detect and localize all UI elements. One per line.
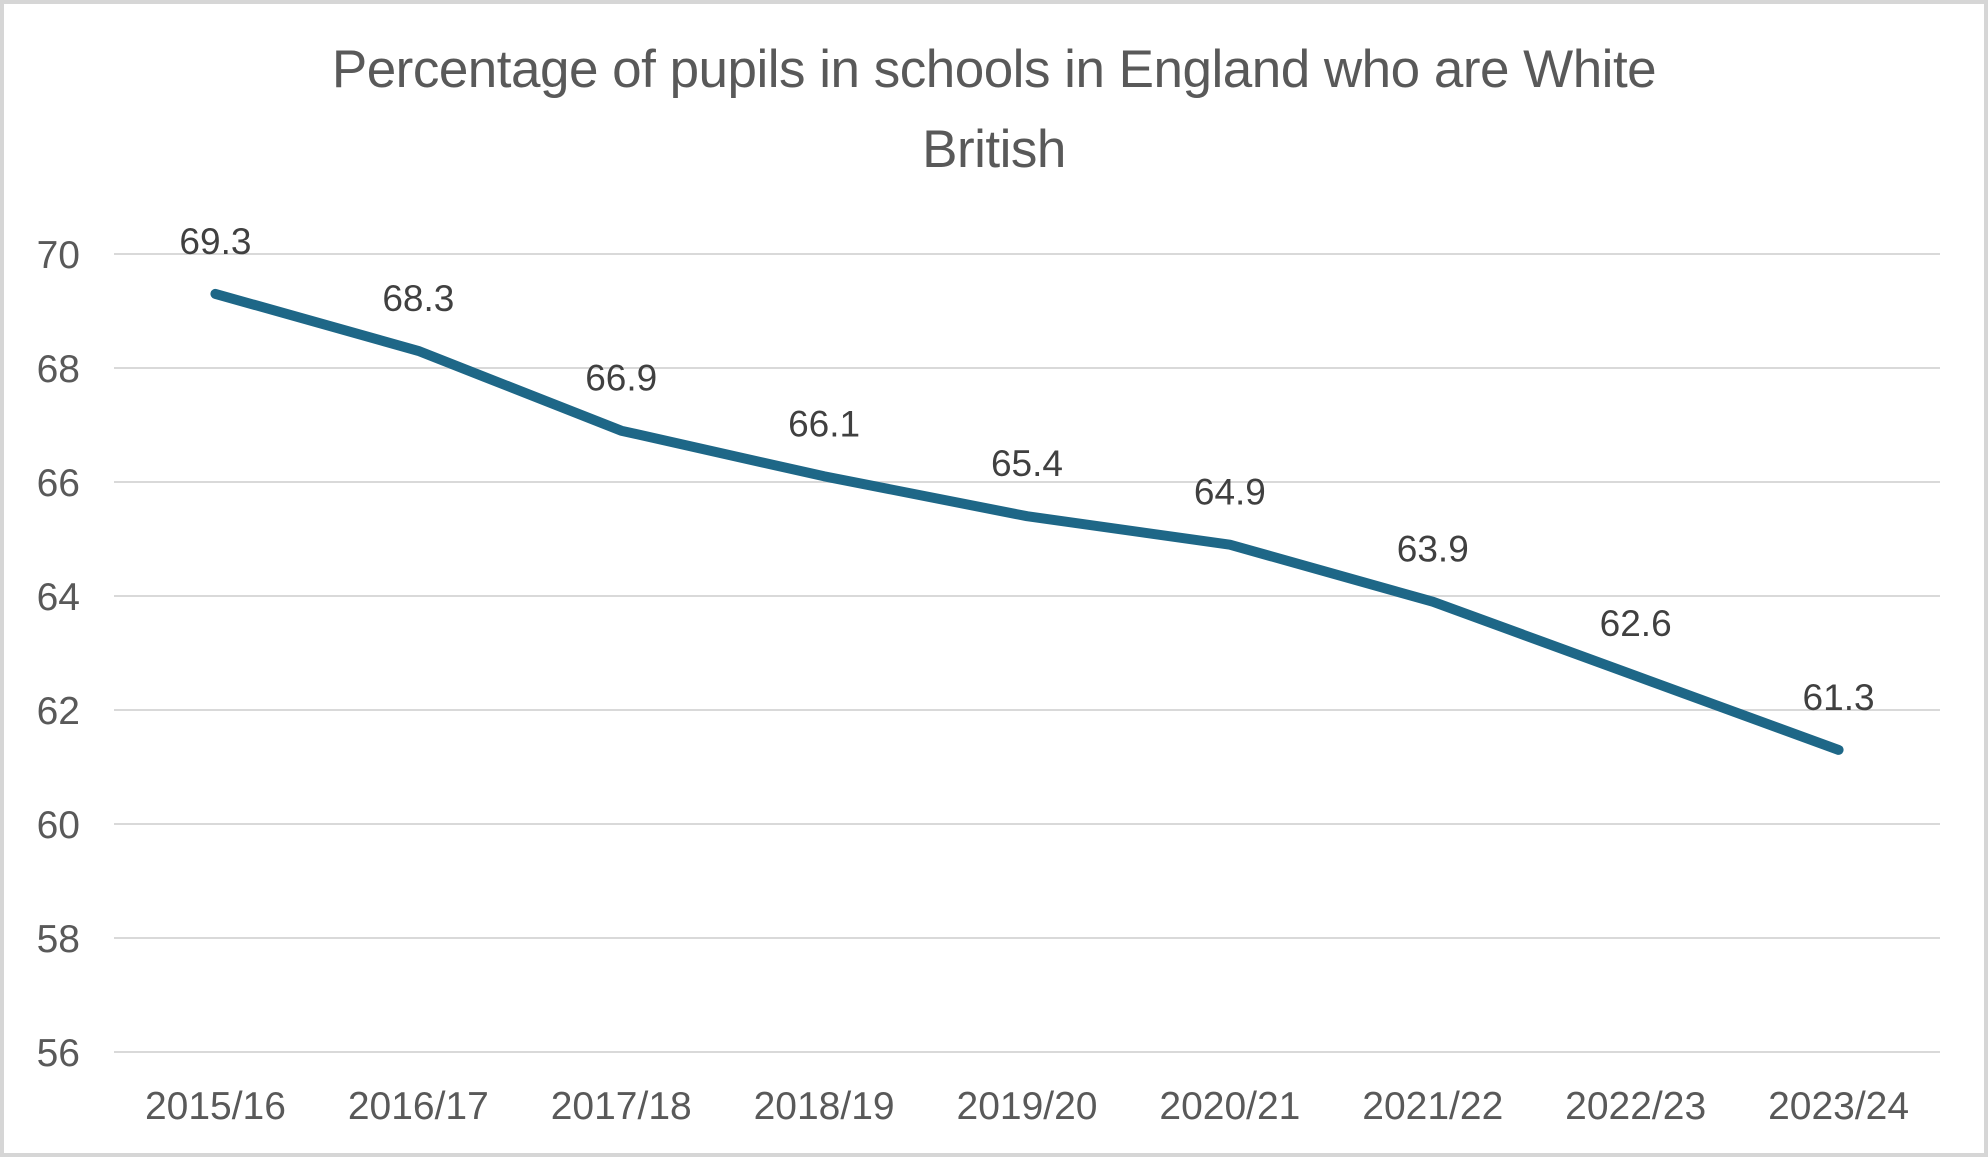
x-axis-category-label: 2019/20 [957, 1085, 1098, 1128]
data-point-label: 65.4 [991, 443, 1063, 484]
data-point-label: 64.9 [1194, 472, 1266, 513]
x-axis-category-label: 2022/23 [1565, 1085, 1706, 1128]
data-point-label: 66.1 [788, 403, 860, 444]
line-chart-plot: 56 58 60 62 64 66 68 70 2015/16 2016/17 2017/18 201… [37, 221, 1940, 1128]
data-point-label: 61.3 [1803, 677, 1875, 718]
data-point-label: 66.9 [585, 358, 657, 399]
y-axis-tick-label: 64 [37, 576, 80, 619]
x-axis-category-label: 2020/21 [1159, 1085, 1300, 1128]
chart-title: Percentage of pupils in schools in Engla… [4, 30, 1984, 190]
x-axis-category-label: 2015/16 [145, 1085, 286, 1128]
y-axis-tick-label: 62 [37, 690, 80, 733]
y-axis-tick-label: 66 [37, 462, 80, 505]
data-point-label: 63.9 [1397, 529, 1469, 570]
x-axis-category-label: 2018/19 [754, 1085, 895, 1128]
x-axis-category-label: 2017/18 [551, 1085, 692, 1128]
x-axis-category-label: 2023/24 [1768, 1085, 1909, 1128]
y-axis-tick-label: 58 [37, 918, 80, 961]
data-point-label: 69.3 [179, 221, 251, 262]
chart-title-line-2: British [922, 120, 1066, 179]
y-axis-tick-label: 70 [37, 234, 80, 277]
y-axis-tick-label: 60 [37, 804, 80, 847]
y-axis-tick-label: 68 [37, 348, 80, 391]
data-point-label: 62.6 [1600, 603, 1672, 644]
x-axis-category-label: 2016/17 [348, 1085, 489, 1128]
x-axis-category-label: 2021/22 [1362, 1085, 1503, 1128]
y-axis-tick-label: 56 [37, 1032, 80, 1075]
data-point-label: 68.3 [382, 278, 454, 319]
chart-title-line-1: Percentage of pupils in schools in Engla… [331, 40, 1657, 99]
data-series-line [210, 288, 1844, 755]
